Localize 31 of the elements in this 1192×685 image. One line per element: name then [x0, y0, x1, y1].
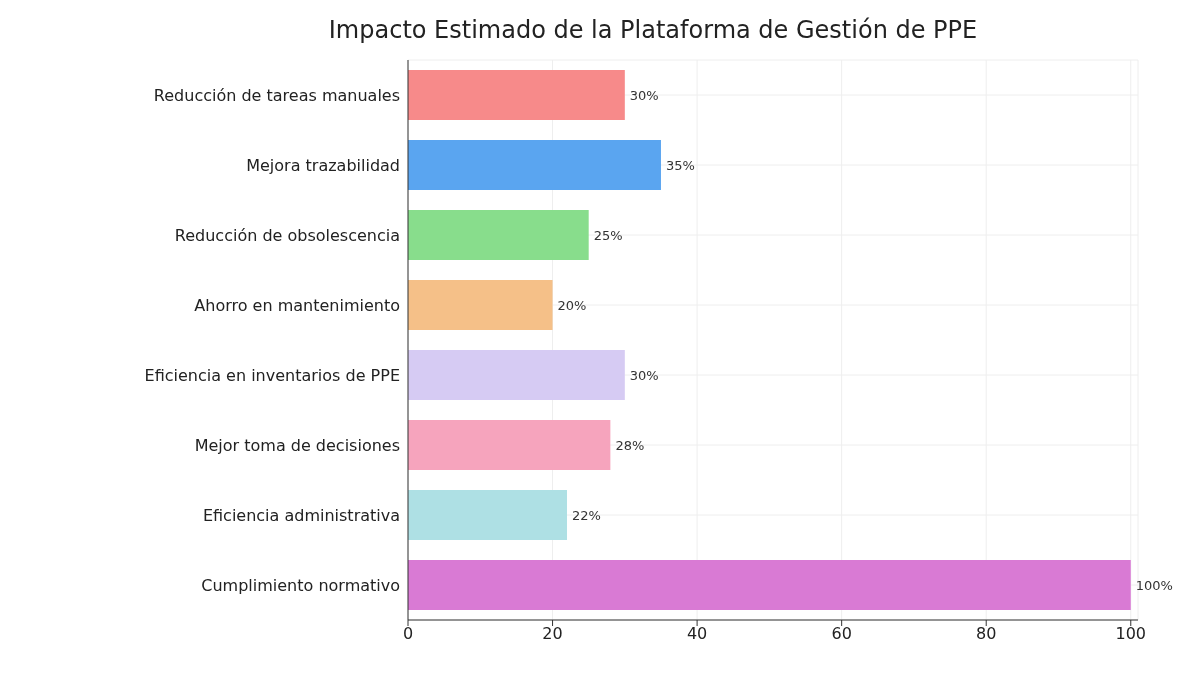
x-tick-label: 20 — [542, 624, 563, 644]
x-tick-label: 40 — [686, 624, 708, 644]
y-tick-label: Eficiencia administrativa — [202, 505, 400, 525]
data-label: 30% — [629, 367, 659, 383]
y-tick-label: Reducción de obsolescencia — [174, 225, 400, 245]
data-label: 25% — [593, 227, 623, 243]
bar — [408, 490, 568, 540]
data-label: 20% — [557, 297, 587, 313]
bar — [408, 70, 625, 120]
y-tick-label: Ahorro en mantenimiento — [194, 295, 400, 315]
bar — [408, 280, 553, 330]
bar — [408, 210, 589, 260]
x-tick-label: 80 — [976, 624, 997, 644]
bar — [408, 420, 611, 470]
data-label: 22% — [572, 507, 601, 523]
bar — [408, 350, 625, 400]
y-tick-label: Cumplimiento normativo — [201, 575, 400, 595]
y-tick-label: Eficiencia en inventarios de PPE — [144, 365, 400, 385]
bar — [408, 140, 661, 190]
y-tick-label: Mejora trazabilidad — [246, 155, 400, 175]
data-label: 28% — [615, 437, 645, 453]
y-tick-label: Mejor toma de decisiones — [194, 435, 400, 455]
data-label: 30% — [629, 87, 659, 103]
y-tick-label: Reducción de tareas manuales — [153, 85, 400, 105]
x-tick-label: 100 — [1115, 624, 1147, 644]
x-tick-label: 0 — [402, 624, 414, 644]
data-label: 35% — [665, 157, 695, 173]
bar — [408, 560, 1131, 610]
x-tick-label: 60 — [831, 624, 852, 644]
chart-title: Impacto Estimado de la Plataforma de Gestión de PPE — [327, 16, 979, 44]
data-label: 100% — [1135, 577, 1173, 593]
